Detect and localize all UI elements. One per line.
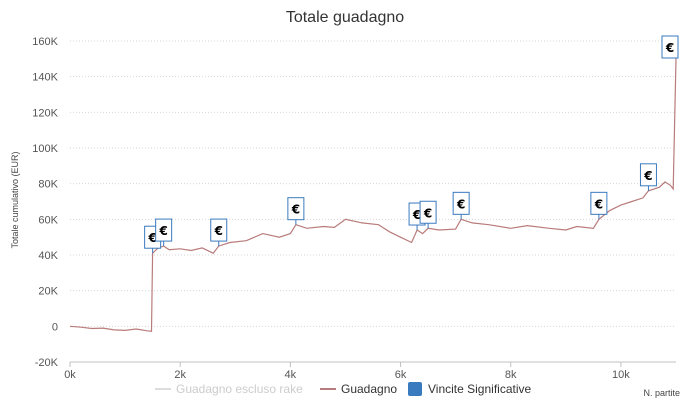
flag-box [210, 218, 228, 242]
y-tick-label: -20K [35, 357, 59, 369]
flag-box [452, 191, 470, 215]
legend: Guadagno escluso rake Guadagno Vincite S… [155, 382, 531, 396]
flag-symbol: € [594, 197, 603, 211]
significant-win-flag[interactable]: € [661, 35, 679, 59]
x-tick-label: 4k [285, 369, 297, 381]
significant-win-flag[interactable]: € [590, 191, 608, 220]
gridlines [70, 40, 676, 363]
legend-label-guadagno-escluso-rake: Guadagno escluso rake [176, 382, 303, 396]
flag-box [661, 35, 679, 59]
flag-box [419, 200, 437, 224]
flag-box [155, 218, 173, 242]
significant-win-flag[interactable]: € [452, 191, 470, 220]
x-tick-label: 10k [612, 369, 630, 381]
y-tick-label: 80K [38, 179, 58, 191]
flag-box [639, 163, 657, 187]
x-tick-label: 8k [505, 369, 517, 381]
legend-item-guadagno[interactable]: Guadagno [320, 382, 397, 396]
flag-box [590, 191, 608, 215]
significant-win-flag[interactable]: € [287, 197, 305, 225]
y-tick-label: 100K [32, 143, 58, 155]
legend-label-guadagno: Guadagno [341, 382, 397, 396]
y-tick-label: 160K [32, 36, 58, 48]
flag-box [287, 197, 305, 221]
flag-symbol: € [147, 231, 156, 245]
significant-win-flag[interactable]: € [155, 218, 173, 247]
significant-win-flag[interactable]: € [419, 200, 437, 229]
flag-symbol: € [412, 208, 421, 222]
y-tick-label: 20K [38, 286, 58, 298]
y-tick-label: 40K [38, 250, 58, 262]
y-tick-label: 60K [38, 214, 58, 226]
x-tick-label: 0k [64, 369, 76, 381]
x-axis: 0k 2k 4k 6k 8k 10k [64, 361, 676, 381]
flag-symbol: € [643, 169, 652, 183]
y-tick-label: 140K [32, 72, 58, 84]
flags-layer: €€ €€ € €€ €€€ [144, 35, 679, 254]
significant-win-flag[interactable]: € [210, 218, 228, 247]
legend-item-guadagno-escluso-rake[interactable]: Guadagno escluso rake [155, 382, 303, 396]
y-tick-label: 0 [52, 321, 58, 333]
chart-title: Totale guadagno [286, 9, 404, 26]
series-layer [69, 58, 677, 332]
flag-symbol: € [423, 206, 432, 220]
flag-symbol: € [456, 197, 465, 211]
y-axis-title: Totale cumulativo (EUR) [10, 151, 20, 248]
significant-win-flag[interactable]: € [639, 163, 657, 191]
x-tick-label: 2k [174, 369, 186, 381]
series-line-guadagno [69, 58, 677, 332]
x-axis-title: N. partite [643, 388, 680, 398]
legend-item-vincite-significative[interactable]: Vincite Significative [408, 382, 531, 396]
legend-label-vincite-significative: Vincite Significative [428, 382, 531, 396]
flag-symbol: € [665, 41, 674, 55]
x-tick-label: 6k [395, 369, 407, 381]
y-axis-ticks: -20K 0 20K 40K 60K 80K 100K 120K 140K 160K [32, 36, 58, 369]
y-tick-label: 120K [32, 107, 58, 119]
flag-symbol: € [291, 203, 300, 217]
flag-symbol: € [214, 224, 223, 238]
flag-symbol: € [158, 224, 167, 238]
